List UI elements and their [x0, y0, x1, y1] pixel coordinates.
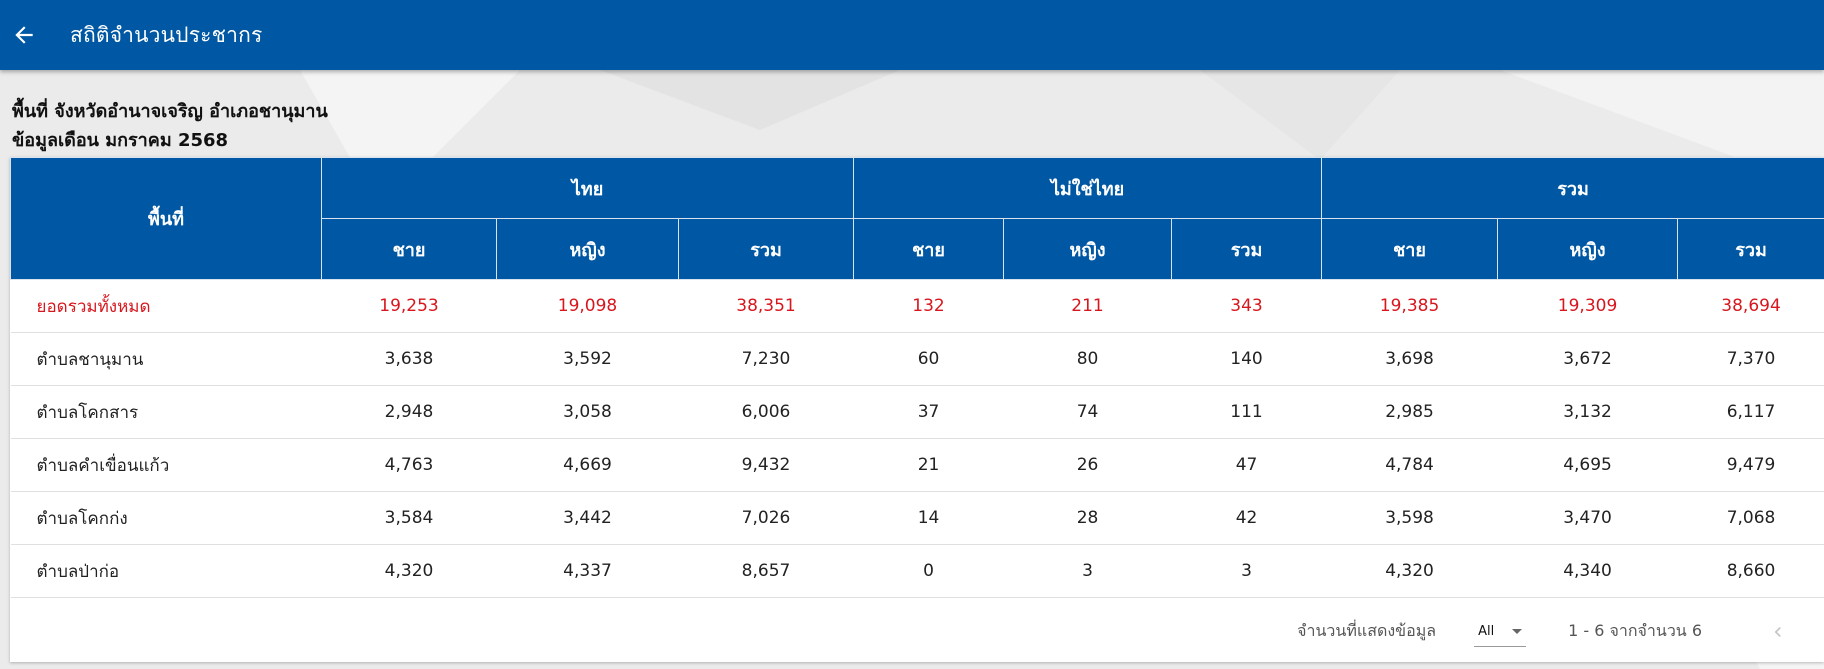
cell: 4,320 [321, 544, 497, 598]
cell: 132 [853, 279, 1004, 333]
area-line: พื้นที่ จังหวัดอำนาจเจริญ อำเภอชานุมาน [12, 101, 328, 122]
total-row: ยอดรวมทั้งหมด 19,253 19,098 38,351 132 2… [10, 279, 1824, 333]
arrow-left-icon [15, 26, 33, 44]
cell: 4,763 [321, 438, 497, 492]
cell: 3 [1003, 544, 1172, 598]
cell: 111 [1171, 385, 1322, 439]
cell: 4,320 [1321, 544, 1498, 598]
row-name: ตำบลชานุมาน [10, 332, 322, 386]
cell: 3,470 [1497, 491, 1678, 545]
population-table: พื้นที่ ไทย ไม่ใช่ไทย รวม ชาย หญิง รวม ช… [10, 157, 1824, 598]
table-row: ตำบลโคกสาร 2,948 3,058 6,006 37 74 111 2… [10, 385, 1824, 439]
rows-per-page-label: จำนวนที่แสดงข้อมูล [1297, 621, 1437, 640]
subheader-all-male: ชาย [1321, 218, 1499, 280]
date-line: ข้อมูลเดือน มกราคม 2568 [12, 130, 229, 151]
row-name: ตำบลโคกสาร [10, 385, 322, 439]
cell: 3,592 [496, 332, 679, 386]
cell: 60 [853, 332, 1004, 386]
cell: 26 [1003, 438, 1172, 492]
cell: 3,132 [1497, 385, 1678, 439]
subheader-all-female: หญิง [1497, 218, 1679, 280]
cell: 2,985 [1321, 385, 1498, 439]
cell: 19,253 [321, 279, 497, 333]
table-row: ตำบลป่าก่อ 4,320 4,337 8,657 0 3 3 4,320… [10, 544, 1824, 598]
cell: 7,370 [1677, 332, 1824, 386]
table-pagination: จำนวนที่แสดงข้อมูล All 1 - 6 จากจำนวน 6 [10, 601, 1824, 662]
cell: 19,385 [1321, 279, 1498, 333]
cell: 7,068 [1677, 491, 1824, 545]
subheader-thai-male: ชาย [321, 218, 497, 280]
cell: 47 [1171, 438, 1322, 492]
area-info: พื้นที่ จังหวัดอำนาจเจริญ อำเภอชานุมาน ข… [12, 97, 328, 155]
app-bar: สถิติจำนวนประชากร [0, 0, 1824, 70]
cell: 42 [1171, 491, 1322, 545]
cell: 9,479 [1677, 438, 1824, 492]
rows-per-page-select[interactable]: All [1474, 617, 1527, 647]
caret-down-icon [1512, 628, 1523, 634]
cell: 3,638 [321, 332, 497, 386]
cell: 4,337 [496, 544, 679, 598]
chevron-left-icon [1774, 626, 1781, 637]
group-header-thai: ไทย [320, 157, 855, 219]
cell: 3,442 [496, 491, 679, 545]
cell: 3,058 [496, 385, 679, 439]
table-row: ตำบลคำเขื่อนแก้ว 4,763 4,669 9,432 21 26… [10, 438, 1824, 492]
row-name: ตำบลป่าก่อ [10, 544, 322, 598]
subheader-nonthai-total: รวม [1171, 218, 1323, 280]
subheader-thai-total: รวม [677, 218, 855, 280]
cell: 9,432 [678, 438, 854, 492]
page-title: สถิติจำนวนประชากร [70, 22, 263, 47]
cell: 3 [1171, 544, 1322, 598]
cell: 14 [853, 491, 1004, 545]
cell: 8,660 [1677, 544, 1824, 598]
previous-page-button[interactable] [1762, 616, 1794, 648]
cell: 38,351 [678, 279, 854, 333]
row-name: ตำบลคำเขื่อนแก้ว [10, 438, 322, 492]
subheader-nonthai-male: ชาย [853, 218, 1005, 280]
cell: 80 [1003, 332, 1172, 386]
cell: 2,948 [321, 385, 497, 439]
cell: 37 [853, 385, 1004, 439]
cell: 4,340 [1497, 544, 1678, 598]
cell: 74 [1003, 385, 1172, 439]
subheader-thai-female: หญิง [496, 218, 679, 280]
subheader-nonthai-female: หญิง [1003, 218, 1173, 280]
cell: 8,657 [678, 544, 854, 598]
cell: 7,230 [678, 332, 854, 386]
cell: 3,584 [321, 491, 497, 545]
group-header-total: รวม [1321, 157, 1824, 219]
rows-per-page-value: All [1478, 623, 1495, 639]
cell: 0 [853, 544, 1004, 598]
area-column-header: พื้นที่ [10, 157, 322, 280]
cell: 7,026 [678, 491, 854, 545]
cell: 3,672 [1497, 332, 1678, 386]
cell: 6,006 [678, 385, 854, 439]
cell: 4,695 [1497, 438, 1678, 492]
cell: 4,784 [1321, 438, 1498, 492]
cell: 4,669 [496, 438, 679, 492]
cell: 140 [1171, 332, 1322, 386]
subheader-all-total: รวม [1677, 218, 1824, 280]
cell: 3,698 [1321, 332, 1498, 386]
cell: 211 [1003, 279, 1172, 333]
back-button[interactable] [0, 11, 48, 59]
cell: 28 [1003, 491, 1172, 545]
group-header-non-thai: ไม่ใช่ไทย [853, 157, 1323, 219]
row-name: ตำบลโคกก่ง [10, 491, 322, 545]
cell: 19,309 [1497, 279, 1678, 333]
cell: 3,598 [1321, 491, 1498, 545]
row-name: ยอดรวมทั้งหมด [10, 279, 322, 333]
cell: 19,098 [496, 279, 679, 333]
cell: 343 [1171, 279, 1322, 333]
population-table-card: พื้นที่ ไทย ไม่ใช่ไทย รวม ชาย หญิง รวม ช… [10, 157, 1824, 662]
cell: 6,117 [1677, 385, 1824, 439]
cell: 38,694 [1677, 279, 1824, 333]
cell: 21 [853, 438, 1004, 492]
page-range-text: 1 - 6 จากจำนวน 6 [1568, 621, 1702, 640]
table-row: ตำบลชานุมาน 3,638 3,592 7,230 60 80 140 … [10, 332, 1824, 386]
table-row: ตำบลโคกก่ง 3,584 3,442 7,026 14 28 42 3,… [10, 491, 1824, 545]
